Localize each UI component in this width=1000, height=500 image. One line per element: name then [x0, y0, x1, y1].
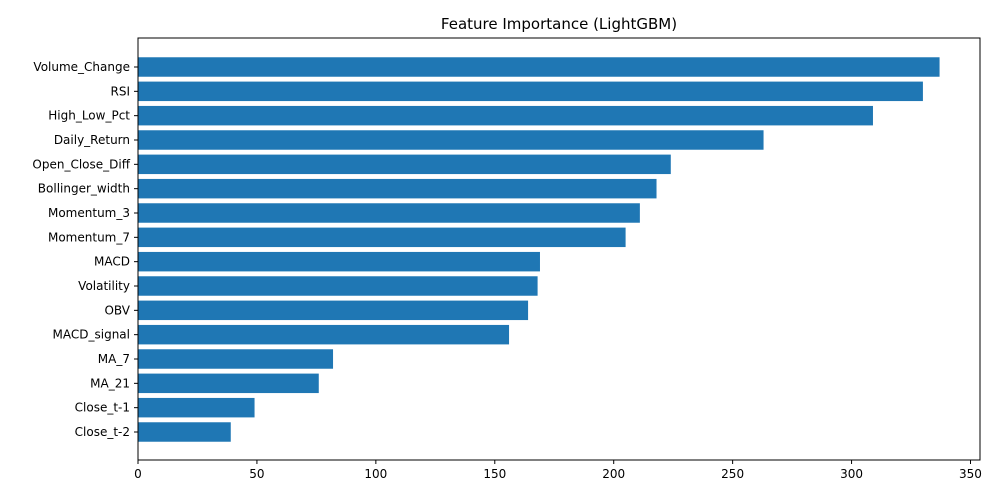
y-tick-label: Volume_Change [33, 60, 130, 74]
y-tick-label: Close_t-1 [75, 401, 130, 415]
bar-macd-signal [138, 324, 510, 345]
x-axis-ticks: 0 50 100 150 200 250 300 350 [134, 460, 982, 481]
x-tick-label: 200 [602, 467, 625, 481]
chart-title: Feature Importance (LightGBM) [441, 15, 677, 33]
y-tick-label: High_Low_Pct [48, 109, 130, 123]
y-tick-label: MA_21 [90, 376, 130, 390]
bar-obv [138, 300, 529, 321]
y-tick-label: MA_7 [98, 352, 130, 366]
y-tick-label: MACD [94, 255, 130, 269]
bar-volume-change [138, 57, 940, 77]
y-tick-label: Momentum_7 [48, 230, 130, 244]
x-tick-label: 350 [959, 467, 982, 481]
bar-open-close-diff [138, 154, 671, 175]
y-tick-label: Bollinger_width [38, 182, 130, 196]
y-tick-label: Open_Close_Diff [32, 157, 130, 171]
y-tick-label: OBV [104, 303, 130, 317]
bar-bollinger-width [138, 178, 657, 199]
x-tick-label: 0 [134, 467, 142, 481]
bar-high-low-pct [138, 105, 873, 126]
y-tick-label: MACD_signal [53, 328, 130, 342]
bar-rsi [138, 81, 923, 102]
bar-daily-return [138, 130, 764, 150]
y-axis-ticks: Volume_Change RSI High_Low_Pct Daily_Return… [32, 60, 138, 439]
x-tick-label: 50 [249, 467, 264, 481]
x-tick-label: 100 [364, 467, 387, 481]
bar-close-t-1 [138, 397, 255, 418]
y-tick-label: Momentum_3 [48, 206, 130, 220]
bar-ma-21 [138, 373, 319, 394]
y-tick-label: RSI [111, 84, 131, 98]
y-tick-label: Close_t-2 [75, 425, 130, 439]
axes-frame [137, 37, 981, 461]
x-tick-label: 150 [483, 467, 506, 481]
bars-group [138, 57, 940, 442]
bar-close-t-2 [138, 422, 231, 442]
bar-momentum-3 [138, 203, 640, 223]
bar-macd [138, 251, 540, 272]
y-tick-label: Daily_Return [54, 133, 130, 147]
x-tick-label: 300 [840, 467, 863, 481]
bar-ma-7 [138, 349, 334, 369]
x-tick-label: 250 [721, 467, 744, 481]
bar-volatility [138, 276, 538, 296]
bar-momentum-7 [138, 227, 626, 248]
y-tick-label: Volatility [78, 279, 130, 293]
